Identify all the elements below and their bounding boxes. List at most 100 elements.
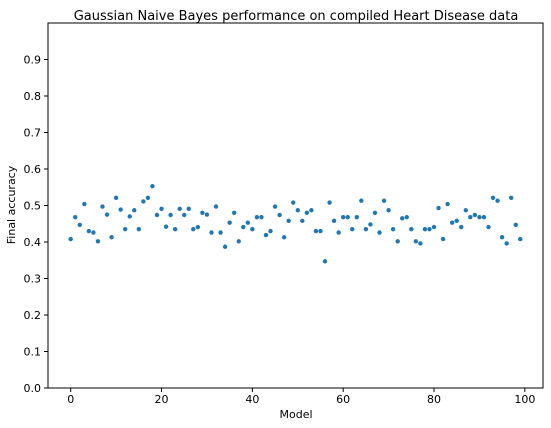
y-tick-label: 0.9 [24, 54, 42, 67]
data-point [250, 227, 255, 232]
data-point [286, 218, 291, 224]
data-point [327, 200, 332, 205]
y-tick-label: 0.7 [24, 127, 42, 140]
x-tick-label: 0 [67, 393, 74, 406]
y-tick-label: 0.0 [24, 382, 42, 395]
data-point [159, 206, 164, 211]
data-point [509, 195, 514, 201]
data-points [68, 183, 523, 264]
chart-title: Gaussian Naive Bayes performance on comp… [74, 9, 519, 24]
x-tick-label: 80 [427, 393, 441, 406]
data-point [477, 214, 482, 220]
data-point [136, 227, 142, 232]
data-point [440, 236, 446, 242]
x-tick-label: 60 [336, 393, 350, 406]
data-point [231, 210, 237, 215]
data-point [472, 212, 478, 218]
data-point [518, 236, 523, 242]
data-point [413, 239, 419, 244]
data-point [454, 218, 459, 224]
data-point [359, 198, 364, 203]
data-point [281, 235, 287, 240]
data-point [227, 220, 232, 225]
data-point [236, 239, 241, 244]
data-point [91, 230, 96, 235]
plot-frame [47, 22, 544, 389]
data-point [309, 208, 314, 213]
data-point [118, 207, 123, 212]
data-point [345, 214, 350, 220]
data-point [195, 224, 201, 230]
data-point [132, 208, 137, 213]
data-point [499, 235, 505, 240]
data-point [422, 227, 428, 232]
data-point [263, 232, 269, 238]
data-point [300, 218, 305, 224]
data-point [100, 204, 105, 209]
x-axis-label: Model [279, 408, 312, 421]
data-point [113, 195, 119, 201]
data-point [495, 198, 500, 203]
data-point [186, 206, 191, 211]
data-point [150, 183, 155, 189]
data-point [145, 195, 151, 201]
y-tick-label: 0.8 [24, 90, 42, 103]
data-point [418, 241, 423, 246]
data-point [209, 230, 214, 235]
data-point [204, 212, 210, 217]
data-point [395, 239, 400, 244]
data-point [218, 230, 223, 235]
data-point [381, 198, 387, 203]
y-tick-label: 0.3 [24, 273, 42, 286]
data-point [177, 206, 182, 211]
data-point [504, 241, 509, 246]
data-point [445, 201, 450, 207]
data-point [404, 214, 409, 220]
data-point [163, 224, 169, 229]
data-point [368, 222, 373, 227]
data-point [191, 227, 196, 232]
data-point [449, 220, 455, 225]
data-point [277, 212, 282, 218]
data-point [436, 205, 441, 211]
y-tick-label: 0.4 [24, 236, 42, 249]
y-axis: 0.0 0.1 0.2 0.3 0.4 0.5 0.6 0.7 0.8 0.9 [24, 54, 48, 395]
data-point [354, 214, 360, 220]
data-point [200, 210, 205, 215]
data-point [272, 204, 278, 209]
data-point [68, 236, 73, 242]
data-point [463, 208, 468, 213]
y-tick-label: 0.1 [24, 346, 42, 359]
data-point [95, 239, 101, 244]
data-point [245, 220, 251, 225]
data-point [468, 214, 473, 220]
data-point [182, 212, 187, 218]
data-point [295, 208, 300, 213]
data-point [322, 259, 328, 264]
data-point [490, 195, 496, 201]
data-point [259, 214, 264, 220]
y-tick-label: 0.2 [24, 309, 42, 322]
data-point [409, 227, 414, 232]
data-point [268, 228, 273, 234]
data-point [336, 230, 341, 235]
data-point [154, 212, 160, 218]
data-point [254, 214, 260, 220]
data-point [431, 224, 437, 230]
data-point [363, 227, 369, 232]
data-point [427, 227, 432, 232]
data-point [213, 204, 219, 209]
data-point [109, 235, 114, 240]
x-tick-label: 40 [245, 393, 259, 406]
data-point [481, 214, 487, 220]
data-point [77, 222, 82, 228]
data-point [400, 216, 405, 221]
data-point [86, 228, 92, 234]
data-point [459, 224, 464, 230]
data-point [513, 222, 518, 228]
data-point [372, 210, 378, 215]
data-point [313, 228, 319, 234]
data-point [104, 212, 110, 217]
x-axis: 0 20 40 60 80 100 [67, 388, 535, 406]
